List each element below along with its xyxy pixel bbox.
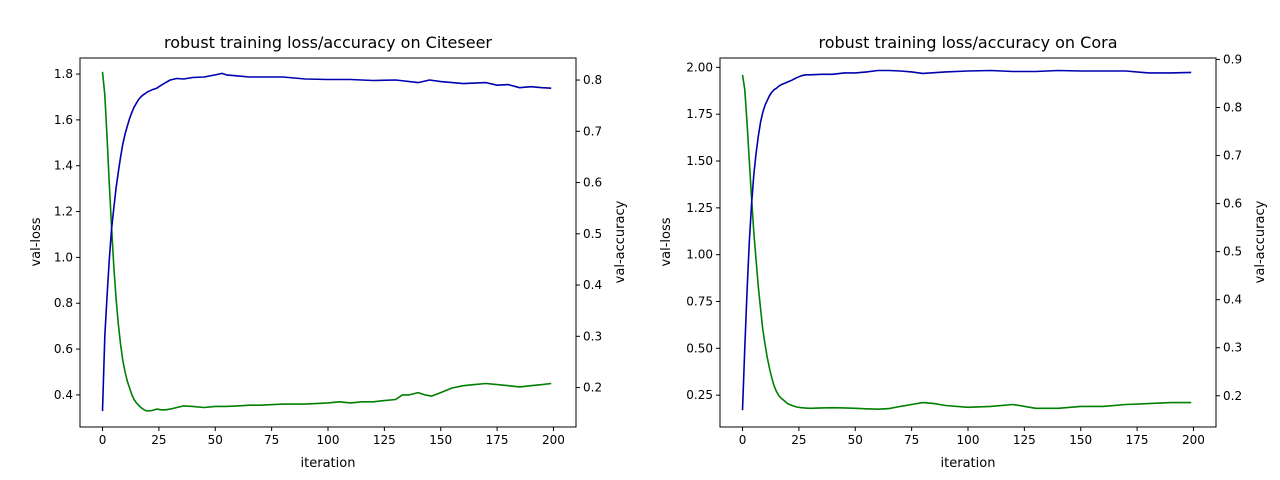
plot-frame <box>79 57 577 428</box>
plot-frame <box>719 57 1217 428</box>
chart-title: robust training loss/accuracy on Cora <box>818 33 1117 52</box>
left-y-tick-label: 1.6 <box>54 113 73 127</box>
x-tick-label: 50 <box>208 433 223 447</box>
x-tick-label: 175 <box>486 433 509 447</box>
right-y-tick-label: 0.7 <box>583 124 602 138</box>
left-y-tick-label: 1.75 <box>686 107 713 121</box>
x-tick-label: 0 <box>99 433 107 447</box>
left-y-tick-label: 1.50 <box>686 154 713 168</box>
x-tick-label: 75 <box>264 433 279 447</box>
left-y-tick-label: 0.8 <box>54 296 73 310</box>
x-tick-label: 100 <box>957 433 980 447</box>
chart-citeseer: robust training loss/accuracy on Citesee… <box>29 33 628 471</box>
chart-marks: 0 25 50 75 100 125 150 175 200 0.4 0.6 0.8 1.0 1.2 1.4… <box>54 67 602 447</box>
val-loss-line <box>101 71 552 412</box>
x-axis-label: iteration <box>941 456 996 471</box>
left-y-tick-label: 0.75 <box>686 295 713 309</box>
left-y-axis-label: val-loss <box>659 217 674 266</box>
left-y-tick-label: 0.25 <box>686 388 713 402</box>
left-y-tick-label: 0.50 <box>686 341 713 355</box>
x-tick-label: 25 <box>791 433 806 447</box>
x-tick-label: 75 <box>904 433 919 447</box>
left-y-tick-label: 1.25 <box>686 201 713 215</box>
chart-cora: robust training loss/accuracy on Cora it… <box>659 33 1268 471</box>
right-y-tick-label: 0.2 <box>1223 389 1242 403</box>
x-tick-label: 100 <box>317 433 340 447</box>
right-y-tick-label: 0.4 <box>583 278 602 292</box>
left-y-tick-label: 0.6 <box>54 342 73 356</box>
right-y-tick-label: 0.6 <box>1223 197 1242 211</box>
chart-marks: 0 25 50 75 100 125 150 175 200 0.25 0.50 0.75 1.00 1.… <box>686 52 1242 447</box>
x-tick-label: 150 <box>429 433 452 447</box>
left-y-tick-label: 1.2 <box>54 205 73 219</box>
left-y-tick-label: 1.0 <box>54 250 73 264</box>
x-tick-label: 175 <box>1126 433 1149 447</box>
left-y-tick-label: 1.4 <box>54 159 73 173</box>
val-accuracy-line <box>101 72 552 412</box>
x-tick-label: 200 <box>542 433 565 447</box>
chart-title: robust training loss/accuracy on Citesee… <box>164 33 492 52</box>
left-y-tick-label: 0.4 <box>54 388 73 402</box>
right-y-axis-label: val-accuracy <box>1253 200 1268 283</box>
left-y-tick-label: 2.00 <box>686 60 713 74</box>
left-y-tick-label: 1.00 <box>686 248 713 262</box>
x-tick-label: 25 <box>151 433 166 447</box>
x-tick-label: 125 <box>1013 433 1036 447</box>
right-y-tick-label: 0.3 <box>1223 341 1242 355</box>
right-y-tick-label: 0.8 <box>1223 100 1242 114</box>
right-y-tick-label: 0.6 <box>583 176 602 190</box>
x-tick-label: 125 <box>373 433 396 447</box>
right-y-tick-label: 0.5 <box>583 227 602 241</box>
right-y-tick-label: 0.4 <box>1223 293 1242 307</box>
left-y-axis-label: val-loss <box>29 217 44 266</box>
right-y-tick-label: 0.9 <box>1223 52 1242 66</box>
val-accuracy-line <box>741 69 1192 411</box>
right-y-axis-label: val-accuracy <box>613 200 628 283</box>
x-tick-label: 150 <box>1069 433 1092 447</box>
left-y-tick-label: 1.8 <box>54 67 73 81</box>
right-y-tick-label: 0.8 <box>583 73 602 87</box>
val-loss-line <box>741 74 1192 411</box>
x-tick-label: 0 <box>739 433 747 447</box>
right-y-tick-label: 0.3 <box>583 329 602 343</box>
x-tick-label: 50 <box>848 433 863 447</box>
right-y-tick-label: 0.7 <box>1223 149 1242 163</box>
x-tick-label: 200 <box>1182 433 1205 447</box>
right-y-tick-label: 0.5 <box>1223 245 1242 259</box>
right-y-tick-label: 0.2 <box>583 381 602 395</box>
x-axis-label: iteration <box>301 456 356 471</box>
